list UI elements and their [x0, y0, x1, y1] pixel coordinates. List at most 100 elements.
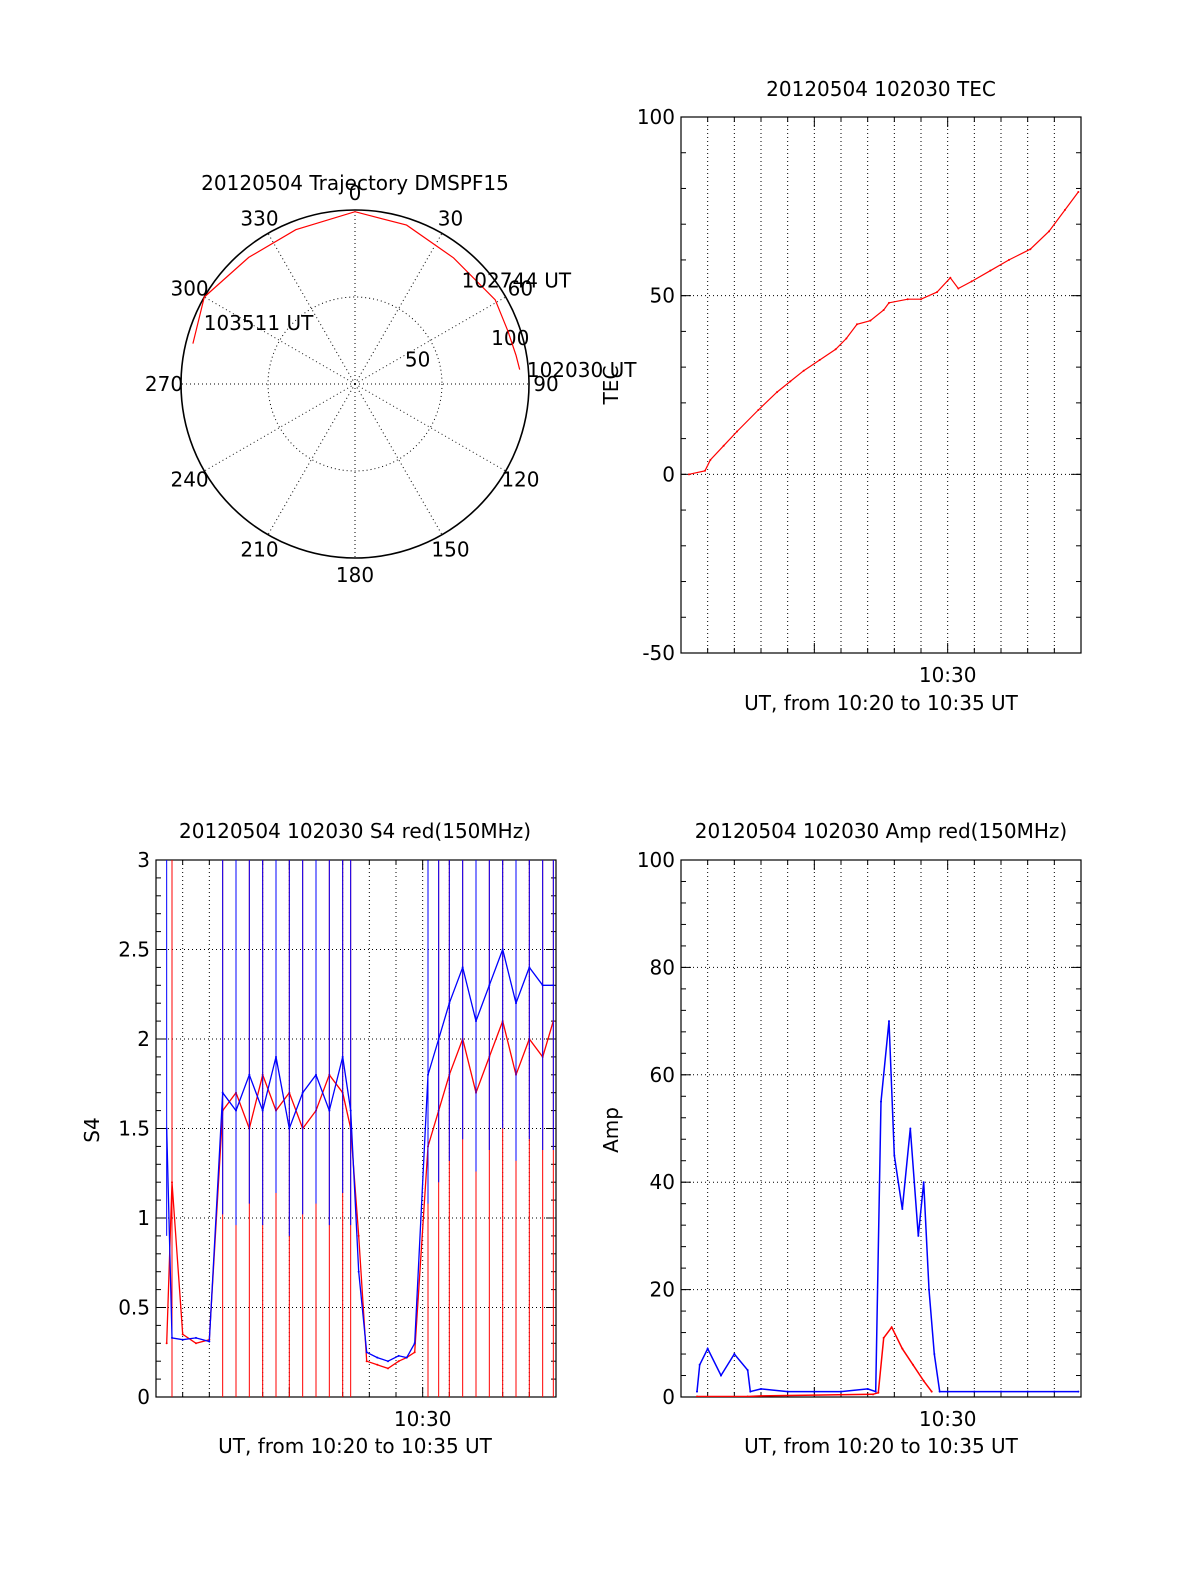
data-point-blue [301, 1091, 304, 1094]
series-line-red [697, 1325, 933, 1397]
data-point-red [877, 1391, 880, 1394]
data-point-red [1029, 248, 1032, 251]
data-point-blue [1077, 1390, 1080, 1393]
data-point-red [397, 1360, 400, 1363]
data-point-red [760, 1394, 762, 1397]
polar-angle-label: 210 [240, 537, 278, 561]
data-point-red [357, 1234, 360, 1237]
polar-annotation: 103511 UT [204, 311, 314, 335]
data-point-blue [866, 1387, 869, 1390]
y-tick-label: 100 [637, 105, 675, 129]
series-blue [165, 860, 555, 1363]
data-point-red [989, 269, 992, 272]
data-point-blue [733, 1353, 736, 1356]
data-point-blue [917, 1234, 920, 1237]
polar-spoke [354, 383, 506, 472]
s4-title: 20120504 102030 S4 red(150MHz) [179, 819, 531, 843]
data-point-red [901, 1347, 904, 1350]
data-point-blue [349, 1109, 352, 1112]
data-point-blue [405, 1356, 408, 1359]
polar-spoke [204, 383, 356, 472]
polar-angle-label: 150 [431, 537, 469, 561]
polar-trajectory-line [192, 211, 521, 370]
tec-xlabel: UT, from 10:20 to 10:35 UT [744, 691, 1019, 715]
data-point-blue [928, 1288, 930, 1291]
data-point-blue [893, 1154, 896, 1157]
amp-xlabel: UT, from 10:20 to 10:35 UT [744, 1434, 1019, 1458]
data-point-blue [275, 1055, 277, 1058]
polar-spoke [354, 296, 506, 385]
data-point-red [845, 337, 848, 340]
data-point-blue [720, 1374, 722, 1377]
polar-angle-label: 0 [349, 181, 362, 205]
data-point-blue [901, 1208, 904, 1211]
data-point-blue [749, 1390, 752, 1393]
y-tick-label: 0.5 [118, 1296, 150, 1320]
series-line-blue [696, 1021, 1079, 1393]
data-point-red [704, 469, 706, 472]
data-point-blue [552, 984, 555, 987]
data-point-blue [501, 948, 504, 951]
data-point-blue [475, 1020, 477, 1023]
data-point-blue [840, 1390, 842, 1393]
s4-chart: 20120504 102030 S4 red(150MHz) UT, from … [80, 819, 557, 1458]
data-point-red [195, 1342, 197, 1345]
polar-annotation: 102030 UT [527, 358, 637, 382]
data-point-red [365, 1360, 368, 1363]
data-point-red [413, 1351, 416, 1354]
polar-spoke [267, 383, 356, 535]
polar-angle-label: 330 [240, 207, 278, 231]
x-tick-label: 10:30 [919, 663, 977, 687]
data-point-blue [706, 1347, 709, 1350]
y-tick-label: 80 [650, 955, 675, 979]
data-point-blue [208, 1340, 211, 1343]
y-tick-label: 1 [137, 1206, 150, 1230]
polar-angle-label: 60 [508, 277, 533, 301]
data-point-red [930, 1390, 933, 1393]
polar-title: 20120504 Trajectory DMSPF15 [201, 171, 509, 195]
data-point-blue [528, 966, 531, 969]
polar-annotation: 102744 UT [462, 268, 572, 292]
data-point-blue [541, 984, 544, 987]
data-point-blue [933, 1353, 936, 1356]
polar-angle-label: 240 [170, 468, 208, 492]
series-line-red [688, 191, 1079, 475]
plot-frame [155, 859, 557, 1398]
data-point-blue [221, 1091, 224, 1094]
data-point-red [789, 380, 792, 383]
polar-angle-label: 300 [170, 277, 208, 301]
series-line-red [166, 1018, 554, 1370]
data-point-blue [696, 1390, 698, 1393]
polar-angle-label: 120 [501, 468, 539, 492]
data-point-red [688, 473, 690, 476]
s4-ylabel: S4 [80, 1117, 104, 1142]
x-tick-label: 10:30 [919, 1407, 977, 1431]
data-point-blue [413, 1342, 416, 1345]
data-point-red [709, 459, 712, 462]
y-tick-label: 1.5 [118, 1117, 150, 1141]
data-point-blue [1053, 1390, 1056, 1393]
polar-angle-label: 30 [438, 207, 463, 231]
data-point-red [1048, 230, 1050, 233]
data-point-blue [181, 1338, 184, 1341]
data-point-red [696, 1395, 698, 1397]
data-point-blue [760, 1387, 762, 1390]
y-tick-label: 2 [137, 1027, 150, 1051]
data-point-red [376, 1363, 379, 1366]
data-point-red [776, 391, 778, 394]
data-point-blue [357, 1270, 360, 1273]
data-point-red [922, 1379, 925, 1382]
data-point-red [882, 1336, 885, 1339]
s4-xlabel: UT, from 10:20 to 10:35 UT [218, 1434, 493, 1458]
series-blue [696, 1020, 1080, 1393]
data-point-red [181, 1333, 184, 1336]
y-tick-label: 20 [650, 1278, 675, 1302]
data-point-blue [813, 1390, 816, 1393]
data-point-red [736, 430, 738, 433]
data-point-blue [880, 1100, 882, 1103]
data-point-blue [397, 1354, 400, 1357]
data-point-blue [365, 1351, 368, 1354]
data-point-red [856, 323, 858, 326]
data-point-blue [888, 1020, 890, 1023]
